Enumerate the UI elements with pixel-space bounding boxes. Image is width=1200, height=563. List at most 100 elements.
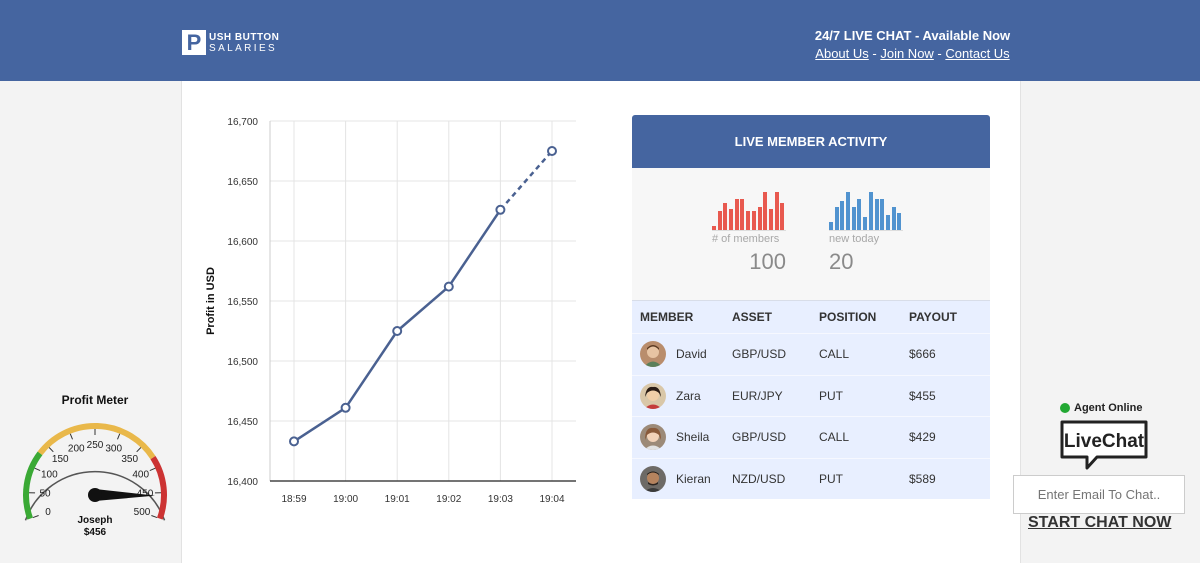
site-header: P USH BUTTON SALARIES 24/7 LIVE CHAT - A… <box>0 0 1200 81</box>
table-row: Zara EUR/JPY PUT $455 <box>632 374 990 417</box>
gauge-tick-label: 350 <box>121 454 138 465</box>
x-tick-label: 19:00 <box>333 494 358 505</box>
activity-bar <box>768 209 773 230</box>
gauge-red-band <box>150 455 167 520</box>
gauge-amount: $456 <box>84 527 107 538</box>
activity-bar <box>891 206 896 230</box>
activity-bar <box>729 209 734 230</box>
gauge-tick <box>151 515 158 519</box>
data-point <box>495 204 506 215</box>
activity-bar <box>751 211 756 230</box>
x-tick-label: 19:02 <box>436 494 461 505</box>
gauge-tick <box>34 467 41 472</box>
live-member-activity-panel: LIVE MEMBER ACTIVITY # of members 100 ne… <box>632 115 990 499</box>
agent-status-label: Agent Online <box>1074 402 1143 414</box>
data-point <box>547 146 557 156</box>
gauge-hub <box>88 488 102 502</box>
join-now-link[interactable]: Join Now <box>880 46 934 61</box>
start-chat-button[interactable]: START CHAT NOW <box>1028 514 1172 531</box>
asset: GBP/USD <box>732 430 787 445</box>
column-member: MEMBER <box>640 310 694 324</box>
gauge-tick <box>136 447 142 453</box>
position: PUT <box>819 471 843 486</box>
data-point <box>392 326 403 336</box>
activity-bar <box>780 202 785 230</box>
new-today-label: new today <box>829 233 880 245</box>
table-row: David GBP/USD CALL $666 <box>632 333 990 375</box>
gauge-outline <box>24 470 166 521</box>
chat-status: 24/7 LIVE CHAT - Available Now <box>814 28 1011 43</box>
members-stat: # of members 100 <box>712 186 786 275</box>
payout: $429 <box>909 430 936 445</box>
position: CALL <box>819 430 850 445</box>
chat-email-input[interactable] <box>1013 475 1185 514</box>
series-line-segment <box>396 285 450 332</box>
gauge-yellow-band <box>37 423 156 460</box>
member-table: MEMBER ASSET POSITION PAYOUT David GBP/U… <box>632 301 990 499</box>
payout: $455 <box>909 388 936 403</box>
livechat-logo[interactable]: LiveChat <box>1059 419 1149 471</box>
activity-stats: # of members 100 new today 20 <box>632 168 990 301</box>
series-line-segment <box>344 330 399 409</box>
activity-bar <box>880 198 885 230</box>
position: CALL <box>819 347 850 362</box>
asset: EUR/JPY <box>732 388 783 403</box>
logo-line-1: USH BUTTON <box>209 31 280 43</box>
contact-us-link[interactable]: Contact Us <box>945 46 1010 61</box>
gauge-tick <box>48 447 54 453</box>
gauge-tick-label: 300 <box>105 444 122 455</box>
activity-bar <box>829 221 833 230</box>
agent-status: Agent Online <box>1060 402 1142 414</box>
data-point <box>443 281 454 292</box>
gauge-tick <box>149 467 156 472</box>
gauge-tick-label: 250 <box>87 440 104 451</box>
series-line-segment <box>293 406 347 443</box>
activity-bar <box>740 198 745 230</box>
logo-text: USH BUTTON SALARIES <box>209 32 279 54</box>
gauge-tick <box>69 433 73 440</box>
chat-bubble-icon <box>1060 420 1148 470</box>
asset: NZD/USD <box>732 471 786 486</box>
gauge-tick <box>117 433 121 440</box>
avatar <box>640 341 666 368</box>
about-us-link[interactable]: About Us <box>815 46 869 61</box>
gauge-green-band <box>23 451 43 520</box>
member-name: Sheila <box>676 430 710 445</box>
profit-meter-title: Profit Meter <box>61 393 129 407</box>
y-tick-label: 16,450 <box>227 417 258 428</box>
activity-bar <box>868 192 873 230</box>
new-today-value: 20 <box>829 249 854 274</box>
gauge-tick-label: 50 <box>39 488 51 499</box>
panel-title: LIVE MEMBER ACTIVITY <box>632 115 990 168</box>
y-axis-label: Profit in USD <box>205 267 217 335</box>
new-today-bar-chart <box>829 186 903 231</box>
data-point <box>289 436 299 447</box>
table-row: Sheila GBP/USD CALL $429 <box>632 416 990 458</box>
series-line-segment <box>499 150 553 211</box>
site-logo[interactable]: P USH BUTTON SALARIES <box>182 30 279 55</box>
gauge-tick-label: 150 <box>52 454 69 465</box>
avatar <box>640 382 666 409</box>
members-bar-chart <box>712 186 786 231</box>
logo-line-2: SALARIES <box>209 42 278 54</box>
y-tick-label: 16,700 <box>227 117 258 128</box>
activity-bar <box>763 192 768 230</box>
activity-bar <box>757 206 762 230</box>
online-dot-icon <box>1060 403 1070 413</box>
members-label: # of members <box>712 233 780 245</box>
payout: $589 <box>909 471 936 486</box>
y-tick-label: 16,500 <box>227 357 258 368</box>
link-separator: - <box>868 46 881 61</box>
y-tick-label: 16,400 <box>227 477 258 488</box>
gauge-tick-label: 200 <box>68 444 85 455</box>
y-tick-label: 16,650 <box>227 177 258 188</box>
data-point <box>340 402 351 413</box>
member-name: Kieran <box>676 471 711 486</box>
activity-bar <box>874 198 879 230</box>
x-tick-label: 19:01 <box>385 494 410 505</box>
header-contact: 24/7 LIVE CHAT - Available Now About Us … <box>790 27 1035 64</box>
activity-bar <box>840 200 845 230</box>
x-tick-label: 19:03 <box>488 494 513 505</box>
activity-bar <box>712 225 716 230</box>
